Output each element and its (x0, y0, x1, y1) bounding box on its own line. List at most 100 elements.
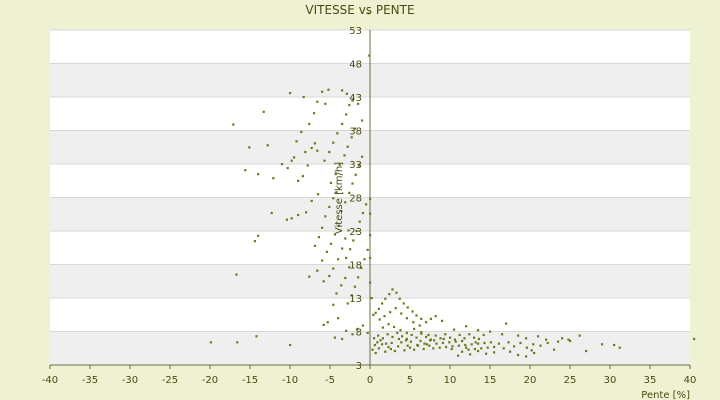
data-point (351, 333, 354, 336)
y-tick-label: 38 (349, 127, 362, 138)
data-point (332, 141, 335, 144)
data-point (316, 100, 319, 103)
data-point (546, 341, 549, 345)
data-point (381, 302, 384, 305)
data-point (289, 91, 292, 95)
data-point (474, 341, 477, 344)
data-point (345, 256, 348, 259)
data-point (297, 213, 300, 217)
data-point (286, 167, 289, 170)
data-point (569, 339, 572, 343)
data-point (341, 337, 344, 341)
data-point (507, 341, 510, 344)
data-point (399, 329, 402, 332)
data-point (366, 248, 369, 251)
data-point (505, 322, 508, 325)
data-point (308, 275, 311, 278)
data-point (344, 201, 347, 204)
x-tick-label: -5 (325, 375, 335, 386)
data-point (357, 102, 360, 105)
data-point (322, 323, 325, 326)
data-point (411, 310, 414, 313)
x-tick-label: -40 (42, 375, 58, 386)
data-point (493, 351, 496, 354)
data-point (306, 164, 309, 167)
y-tick-label: 28 (349, 194, 362, 205)
data-point (468, 333, 471, 336)
data-point (332, 267, 335, 270)
data-point (435, 342, 438, 345)
data-point (396, 331, 399, 335)
data-point (525, 355, 528, 358)
data-point (406, 306, 409, 309)
data-point (341, 122, 344, 125)
data-point (290, 217, 293, 220)
data-point (401, 335, 404, 338)
data-point (270, 211, 273, 215)
data-point (502, 347, 505, 350)
data-points (209, 12, 696, 358)
data-point (361, 324, 364, 327)
data-point (333, 233, 336, 236)
data-point (450, 347, 453, 351)
data-point (470, 343, 473, 346)
data-point (347, 229, 350, 232)
data-point (513, 345, 516, 348)
x-tick-label: 5 (407, 375, 413, 386)
data-point (461, 350, 464, 353)
y-tick-label: 33 (349, 160, 362, 171)
data-point (417, 344, 420, 347)
data-point (419, 339, 422, 343)
data-point (321, 90, 324, 93)
data-point (290, 159, 293, 162)
data-point (482, 333, 485, 337)
data-point (429, 317, 432, 320)
data-point (385, 342, 388, 345)
data-point (397, 337, 400, 341)
data-point (467, 348, 470, 351)
data-point (453, 328, 456, 331)
data-point (453, 338, 456, 341)
data-point (517, 334, 520, 337)
data-point (465, 346, 468, 349)
data-point (338, 163, 341, 166)
data-point (388, 292, 391, 296)
data-point (409, 346, 412, 349)
data-point (618, 346, 621, 349)
data-point (370, 297, 373, 300)
data-point (232, 123, 235, 126)
y-tick-label: 53 (349, 26, 362, 37)
data-point (378, 318, 381, 321)
data-point (334, 173, 337, 176)
data-point (329, 181, 332, 184)
x-tick-label: -35 (82, 375, 98, 386)
data-point (454, 340, 457, 343)
data-point (429, 338, 432, 341)
data-point (324, 215, 327, 218)
data-point (281, 163, 284, 166)
data-point (313, 112, 316, 115)
data-point (585, 349, 588, 353)
data-point (480, 347, 483, 350)
y-tick-label: 48 (349, 60, 362, 71)
x-tick-label: -10 (282, 375, 298, 386)
data-point (519, 341, 522, 345)
data-point (323, 159, 326, 162)
data-point (297, 179, 300, 182)
data-point (458, 333, 461, 337)
data-point (372, 313, 375, 316)
data-point (317, 193, 320, 196)
data-point (485, 352, 488, 355)
data-point (353, 285, 356, 288)
data-point (391, 288, 394, 291)
data-point (335, 191, 338, 194)
data-point (422, 347, 425, 351)
data-point (272, 177, 275, 180)
data-point (405, 337, 408, 341)
data-point (361, 155, 364, 158)
data-point (335, 292, 338, 295)
data-point (328, 150, 331, 154)
x-tick-label: -30 (122, 375, 138, 386)
data-point (377, 307, 380, 310)
